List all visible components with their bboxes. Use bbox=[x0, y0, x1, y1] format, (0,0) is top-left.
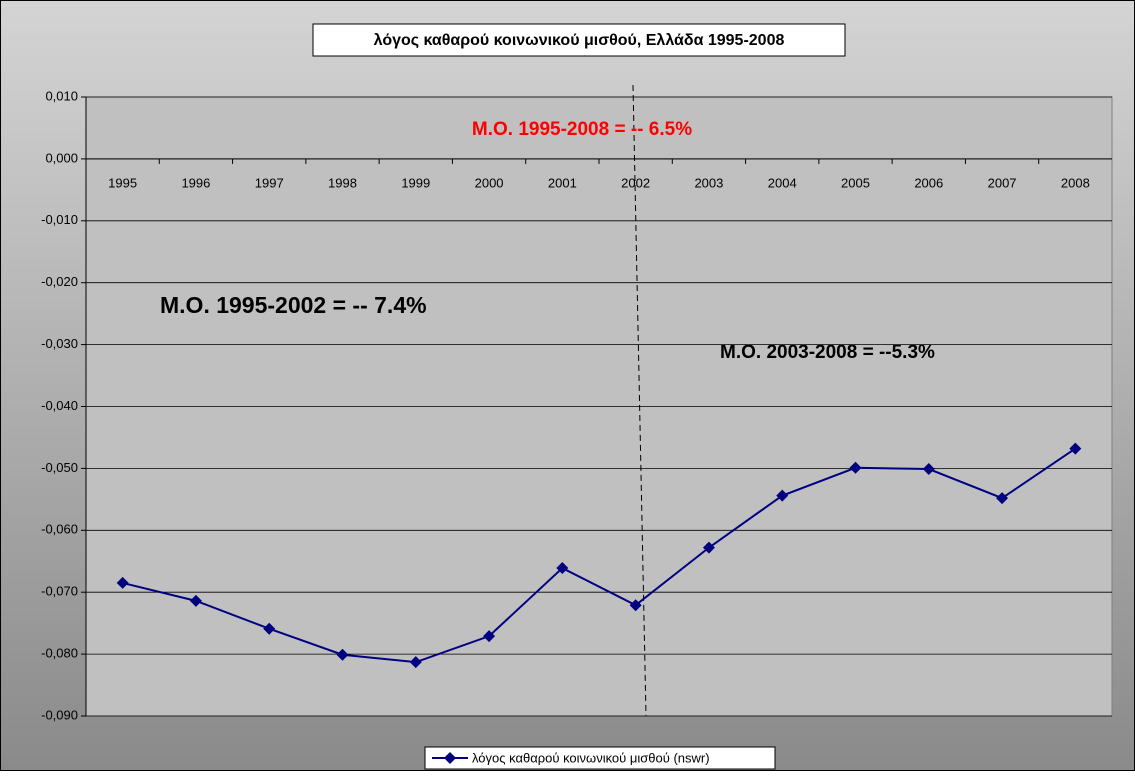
x-tick-label: 2005 bbox=[841, 175, 870, 190]
data-point bbox=[996, 492, 1009, 505]
x-tick-label: 1998 bbox=[328, 175, 357, 190]
x-tick-label: 2001 bbox=[548, 175, 577, 190]
chart-title: λόγος καθαρού κοινωνικού μισθού, Ελλάδα … bbox=[374, 32, 785, 49]
x-tick-label: 1997 bbox=[255, 175, 284, 190]
data-point bbox=[556, 562, 569, 575]
x-tick-label: 2002 bbox=[621, 175, 650, 190]
x-tick-label: 1999 bbox=[401, 175, 430, 190]
y-tick-label: -0,050 bbox=[41, 460, 78, 475]
y-tick-label: 0,000 bbox=[45, 150, 78, 165]
x-tick-label: 2007 bbox=[988, 175, 1017, 190]
annotation: Μ.Ο. 1995-2008 = -- 6.5% bbox=[472, 119, 692, 140]
data-point bbox=[776, 489, 789, 502]
x-tick-label: 1996 bbox=[181, 175, 210, 190]
y-tick-label: -0,020 bbox=[41, 274, 78, 289]
y-tick-label: -0,060 bbox=[41, 522, 78, 537]
x-tick-label: 2004 bbox=[768, 175, 797, 190]
data-point bbox=[629, 599, 642, 612]
data-point bbox=[922, 463, 935, 476]
x-tick-label: 2008 bbox=[1061, 175, 1090, 190]
data-point bbox=[702, 541, 715, 554]
data-point bbox=[116, 576, 129, 589]
data-point bbox=[1069, 442, 1082, 455]
data-point bbox=[336, 648, 349, 661]
x-tick-label: 2000 bbox=[475, 175, 504, 190]
x-tick-label: 1995 bbox=[108, 175, 137, 190]
y-tick-label: -0,080 bbox=[41, 646, 78, 661]
data-point bbox=[849, 461, 862, 474]
data-point bbox=[409, 656, 422, 669]
legend-label: λόγος καθαρού κοινωνικού μισθού (nswr) bbox=[472, 750, 710, 765]
y-tick-label: 0,010 bbox=[45, 88, 78, 103]
y-tick-label: -0,070 bbox=[41, 584, 78, 599]
y-tick-label: -0,010 bbox=[41, 212, 78, 227]
data-point bbox=[189, 594, 202, 607]
series-line bbox=[122, 447, 1076, 664]
y-tick-label: -0,090 bbox=[41, 707, 78, 722]
y-tick-label: -0,030 bbox=[41, 336, 78, 351]
annotation: Μ.Ο. 2003-2008 = --5.3% bbox=[720, 342, 935, 363]
y-tick-label: -0,040 bbox=[41, 398, 78, 413]
title-box bbox=[312, 23, 846, 57]
x-tick-label: 2006 bbox=[914, 175, 943, 190]
x-tick-label: 2003 bbox=[694, 175, 723, 190]
annotation: Μ.Ο. 1995-2002 = -- 7.4% bbox=[160, 292, 427, 318]
legend-marker bbox=[444, 752, 456, 764]
divider-line bbox=[632, 84, 647, 717]
data-point bbox=[263, 622, 276, 635]
data-point bbox=[483, 630, 496, 643]
legend-box bbox=[424, 746, 776, 770]
